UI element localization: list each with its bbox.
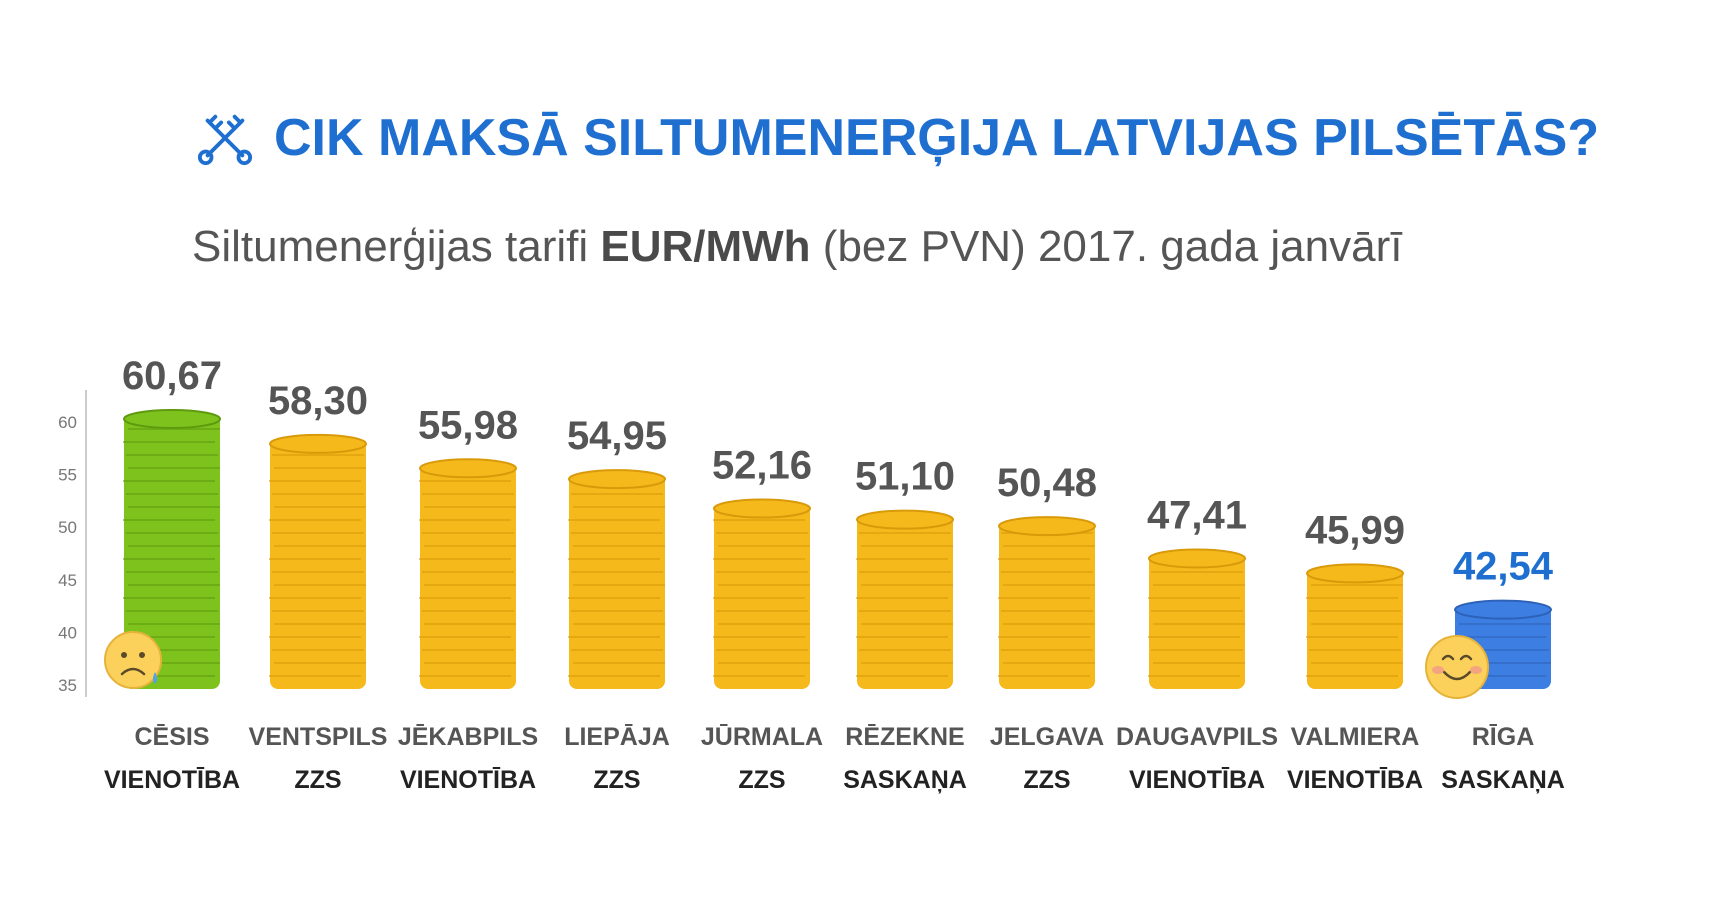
party-label: SASKAŅA [1441, 766, 1565, 794]
value-label: 58,30 [268, 379, 368, 423]
sad-face-circle [104, 631, 162, 689]
happy-face-eye [1441, 654, 1455, 661]
city-label: JŪRMALA [701, 723, 823, 751]
party-label: ZZS [593, 766, 640, 794]
subtitle-unit: EUR/MWh [600, 222, 811, 271]
value-label: 42,54 [1453, 545, 1554, 589]
y-tick-label: 50 [58, 518, 77, 537]
sad-face-tear [153, 672, 157, 684]
coin-stack-bar [1306, 563, 1404, 689]
y-tick-label: 45 [58, 571, 77, 590]
coin-top [998, 516, 1096, 537]
y-tick-label: 55 [58, 466, 77, 485]
coin-top [1454, 599, 1552, 620]
value-label: 54,95 [567, 414, 667, 458]
y-tick-label: 35 [58, 676, 77, 695]
city-label: JELGAVA [990, 723, 1104, 751]
coin-top [269, 433, 367, 454]
value-label: 60,67 [122, 354, 222, 398]
value-label: 45,99 [1305, 508, 1405, 552]
city-label: CĒSIS [134, 723, 209, 751]
party-label: VIENOTĪBA [1129, 766, 1265, 794]
value-label: 52,16 [712, 443, 812, 487]
bar-body [714, 504, 810, 689]
happy-face-icon [1425, 635, 1489, 699]
value-label: 55,98 [418, 403, 518, 447]
happy-face-blush [1470, 666, 1482, 674]
party-label: ZZS [738, 766, 785, 794]
city-label: VENTSPILS [249, 723, 388, 751]
subtitle-part2: (bez PVN) 2017. gada janvārī [810, 222, 1403, 271]
coin-stack-bar [1454, 599, 1552, 689]
coin-top [1306, 563, 1404, 584]
coin-stack-bar [568, 469, 666, 689]
value-label: 51,10 [855, 455, 955, 499]
city-label: RĒZEKNE [845, 723, 964, 751]
y-tick-label: 60 [58, 413, 77, 432]
crossed-keys-icon [197, 114, 253, 166]
coin-stack-bar [269, 433, 367, 689]
coin-stack-bar [998, 516, 1096, 689]
sad-face-eye [121, 652, 127, 658]
happy-face-blush [1432, 666, 1444, 674]
page-title: CIK MAKSĀ SILTUMENERĢIJA LATVIJAS PILSĒT… [274, 109, 1600, 167]
coin-top [713, 498, 811, 519]
city-label: RĪGA [1472, 723, 1535, 751]
bar-body [124, 414, 220, 689]
coin-top [419, 458, 517, 479]
sad-face-icon [104, 631, 162, 689]
coin-top [123, 408, 221, 429]
page-subtitle: Siltumenerģijas tarifi EUR/MWh (bez PVN)… [192, 222, 1402, 272]
coin-top [856, 509, 954, 530]
city-label: VALMIERA [1291, 723, 1420, 751]
happy-face-mouth [1442, 670, 1472, 681]
coin-stack-bar [419, 458, 517, 689]
coin-stack-bar [713, 498, 811, 689]
city-label: JĒKABPILS [398, 723, 538, 751]
value-label: 47,41 [1147, 493, 1247, 537]
subtitle-part1: Siltumenerģijas tarifi [192, 222, 601, 271]
bar-body [420, 464, 516, 689]
party-label: ZZS [294, 766, 341, 794]
party-label: ZZS [1023, 766, 1070, 794]
city-label: DAUGAVPILS [1116, 723, 1278, 751]
bar-body [569, 475, 665, 689]
party-label: VIENOTĪBA [1287, 766, 1423, 794]
bar-body [999, 522, 1095, 689]
bar-body [270, 439, 366, 689]
sad-face-mouth [120, 667, 146, 676]
happy-face-circle [1425, 635, 1489, 699]
coin-top [568, 469, 666, 490]
party-label: SASKAŅA [843, 766, 967, 794]
title-row: CIK MAKSĀ SILTUMENERĢIJA LATVIJAS PILSĒT… [196, 108, 1599, 168]
sad-face-eye [139, 652, 145, 658]
party-label: VIENOTĪBA [400, 766, 536, 794]
happy-face-eye [1459, 654, 1473, 661]
coin-stack-bar [1148, 548, 1246, 689]
bar-body [1307, 569, 1403, 689]
value-label: 50,48 [997, 461, 1097, 505]
coin-top [1148, 548, 1246, 569]
city-label: LIEPĀJA [564, 723, 670, 751]
bar-body [1149, 554, 1245, 689]
coin-stack-bar [856, 509, 954, 689]
y-tick-label: 40 [58, 623, 77, 642]
party-label: VIENOTĪBA [104, 766, 240, 794]
